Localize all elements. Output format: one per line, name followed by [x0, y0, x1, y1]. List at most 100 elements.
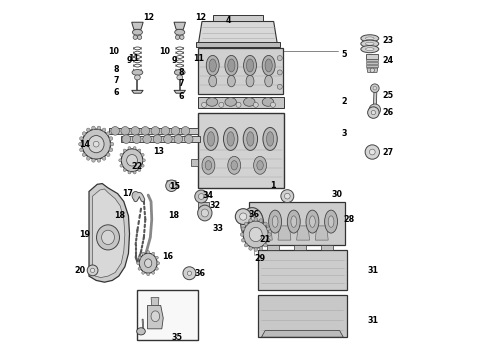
Ellipse shape: [227, 132, 234, 146]
Ellipse shape: [147, 251, 149, 253]
Ellipse shape: [366, 48, 374, 50]
Ellipse shape: [361, 35, 379, 42]
Ellipse shape: [223, 127, 238, 150]
Text: 10: 10: [108, 47, 119, 56]
Ellipse shape: [171, 127, 180, 135]
Ellipse shape: [244, 98, 255, 106]
Polygon shape: [167, 181, 176, 186]
Polygon shape: [366, 54, 378, 59]
Ellipse shape: [141, 164, 144, 167]
Ellipse shape: [133, 171, 136, 174]
Ellipse shape: [122, 135, 131, 143]
Ellipse shape: [133, 35, 137, 40]
Ellipse shape: [132, 135, 141, 143]
Ellipse shape: [93, 141, 99, 147]
Ellipse shape: [79, 137, 83, 140]
Ellipse shape: [128, 147, 131, 149]
Ellipse shape: [267, 227, 270, 230]
Polygon shape: [262, 330, 343, 337]
Ellipse shape: [181, 127, 190, 135]
Text: 33: 33: [212, 224, 223, 233]
Bar: [248, 202, 345, 245]
Ellipse shape: [264, 222, 267, 226]
Ellipse shape: [175, 35, 180, 40]
Ellipse shape: [145, 259, 152, 267]
Ellipse shape: [184, 135, 193, 143]
Ellipse shape: [225, 98, 236, 106]
Ellipse shape: [79, 148, 83, 152]
Text: 25: 25: [382, 91, 393, 100]
Text: 18: 18: [114, 211, 125, 220]
Ellipse shape: [247, 217, 257, 231]
Bar: [122, 136, 200, 142]
Text: 30: 30: [331, 190, 342, 199]
Text: 7: 7: [178, 80, 184, 89]
Ellipse shape: [82, 132, 86, 135]
Bar: [109, 128, 198, 134]
Ellipse shape: [259, 219, 263, 222]
Ellipse shape: [254, 216, 259, 227]
Ellipse shape: [201, 209, 208, 217]
Ellipse shape: [240, 213, 247, 220]
Text: 18: 18: [168, 211, 179, 220]
Ellipse shape: [277, 70, 282, 75]
Ellipse shape: [174, 69, 185, 75]
Polygon shape: [191, 159, 197, 166]
Text: 11: 11: [193, 54, 204, 63]
Ellipse shape: [106, 132, 110, 135]
Ellipse shape: [366, 37, 374, 40]
Ellipse shape: [219, 102, 224, 107]
Text: 31: 31: [368, 316, 379, 325]
Ellipse shape: [152, 252, 155, 255]
Ellipse shape: [291, 216, 296, 227]
Ellipse shape: [235, 209, 251, 225]
Polygon shape: [259, 226, 272, 240]
Text: 36: 36: [248, 210, 260, 219]
Ellipse shape: [102, 128, 106, 132]
Ellipse shape: [187, 271, 192, 275]
Ellipse shape: [227, 75, 235, 87]
Ellipse shape: [122, 149, 143, 172]
Ellipse shape: [368, 107, 379, 118]
Ellipse shape: [249, 219, 252, 222]
Ellipse shape: [270, 102, 275, 107]
Ellipse shape: [141, 127, 149, 135]
Ellipse shape: [123, 149, 126, 152]
Ellipse shape: [285, 193, 290, 199]
Ellipse shape: [373, 108, 377, 112]
Ellipse shape: [91, 268, 95, 273]
Ellipse shape: [243, 127, 258, 150]
Text: 10: 10: [159, 47, 170, 56]
Ellipse shape: [370, 68, 374, 72]
Bar: [137, 290, 197, 339]
Polygon shape: [320, 245, 333, 250]
Ellipse shape: [366, 42, 374, 45]
Ellipse shape: [201, 102, 207, 107]
Ellipse shape: [143, 135, 151, 143]
Ellipse shape: [143, 159, 146, 162]
Ellipse shape: [109, 148, 113, 152]
Ellipse shape: [361, 45, 379, 53]
Text: 29: 29: [254, 255, 265, 264]
Polygon shape: [197, 202, 209, 210]
Ellipse shape: [138, 149, 141, 152]
Ellipse shape: [206, 98, 218, 106]
Text: 31: 31: [368, 266, 379, 275]
Ellipse shape: [269, 210, 282, 233]
Bar: [196, 42, 280, 46]
Bar: [258, 250, 347, 291]
Ellipse shape: [132, 192, 139, 200]
Ellipse shape: [272, 216, 278, 227]
Ellipse shape: [373, 86, 377, 90]
Text: 20: 20: [74, 266, 85, 275]
Ellipse shape: [123, 168, 126, 171]
Polygon shape: [93, 189, 125, 278]
Ellipse shape: [197, 205, 212, 221]
Ellipse shape: [370, 84, 379, 93]
Ellipse shape: [247, 132, 254, 146]
Ellipse shape: [369, 149, 375, 155]
Ellipse shape: [164, 135, 172, 143]
Ellipse shape: [263, 127, 277, 150]
Text: 8: 8: [178, 68, 184, 77]
Polygon shape: [89, 184, 129, 282]
